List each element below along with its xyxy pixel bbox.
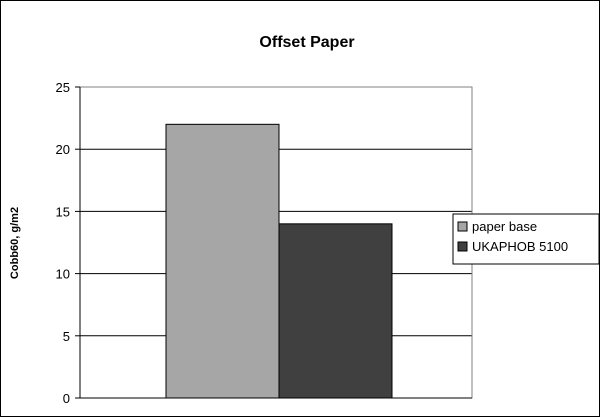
y-tick-label: 0 xyxy=(63,391,70,406)
legend-label: paper base xyxy=(472,219,537,234)
y-tick-label: 10 xyxy=(56,267,70,282)
chart-title: Offset Paper xyxy=(259,34,354,51)
bar-ukaphob-5100 xyxy=(278,223,393,399)
bar-paper-base xyxy=(165,123,280,399)
y-ticks: 0 5 10 15 20 25 xyxy=(56,80,80,406)
y-axis-label: Cobb60, g/m2 xyxy=(9,207,21,279)
legend: paper base UKAPHOB 5100 xyxy=(452,213,600,265)
bars xyxy=(165,123,393,399)
y-tick-label: 20 xyxy=(56,142,70,157)
legend-swatch xyxy=(457,241,468,252)
y-tick-label: 25 xyxy=(56,80,70,95)
legend-swatch xyxy=(457,221,468,232)
y-tick-label: 15 xyxy=(56,204,70,219)
legend-box xyxy=(452,213,600,265)
y-tick-label: 5 xyxy=(63,329,70,344)
legend-label: UKAPHOB 5100 xyxy=(472,239,568,254)
